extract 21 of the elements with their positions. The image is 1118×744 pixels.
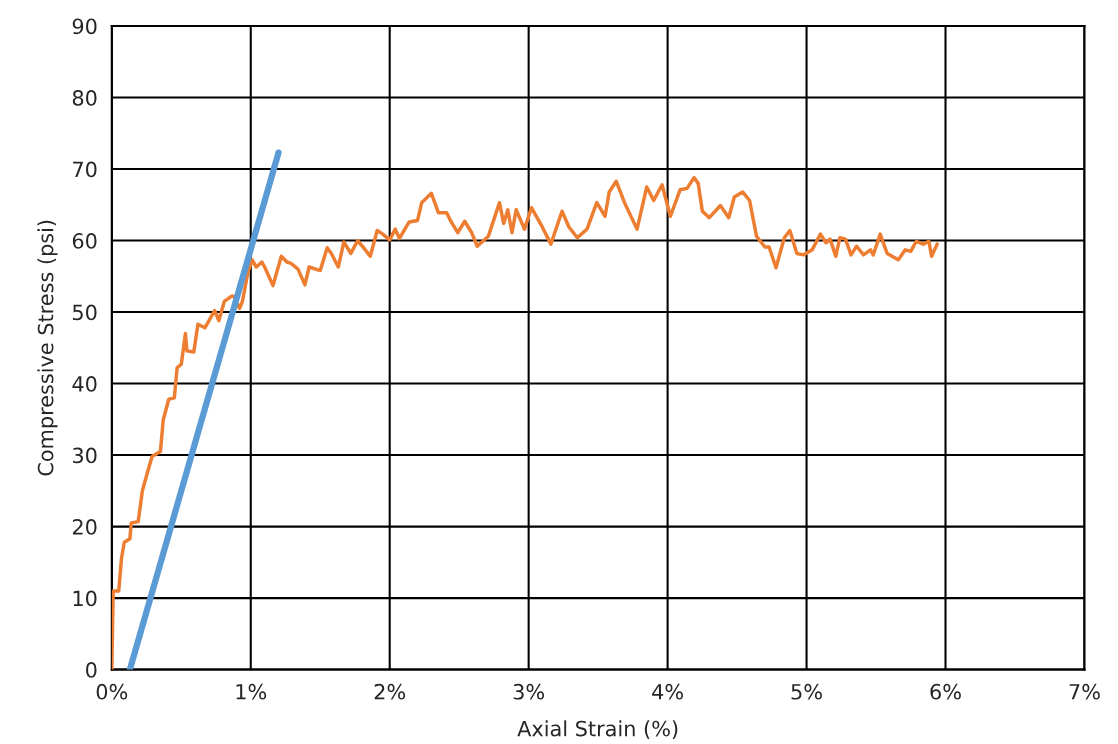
x-tick-label: 2% (374, 683, 406, 700)
x-tick-label: 5% (791, 683, 822, 700)
x-tick-label: 1% (236, 683, 267, 700)
line-series (111, 175, 939, 670)
y-tick-label: 10 (73, 590, 97, 607)
y-tick-label: 20 (72, 519, 97, 535)
x-axis-title: Axial Strain (%) (517, 720, 678, 739)
y-tick-label: 30 (72, 447, 97, 464)
x-tick-label: 4% (652, 683, 683, 700)
y-tick-label: 40 (72, 376, 97, 392)
y-tick-label: 60 (72, 233, 97, 249)
y-axis-title: Compressive Stress (psi) (37, 220, 58, 476)
y-tick-label: 50 (73, 304, 97, 321)
x-tick-label: 7% (1069, 683, 1100, 700)
y-tick-label: 90 (72, 18, 97, 35)
y-tick-label: 0 (86, 662, 97, 678)
x-tick-label: 0% (96, 683, 128, 700)
y-tick-label: 80 (72, 90, 97, 106)
x-tick-label: 3% (513, 683, 545, 700)
y-tick-label: 70 (73, 161, 97, 178)
x-tick-label: 6% (930, 683, 961, 700)
